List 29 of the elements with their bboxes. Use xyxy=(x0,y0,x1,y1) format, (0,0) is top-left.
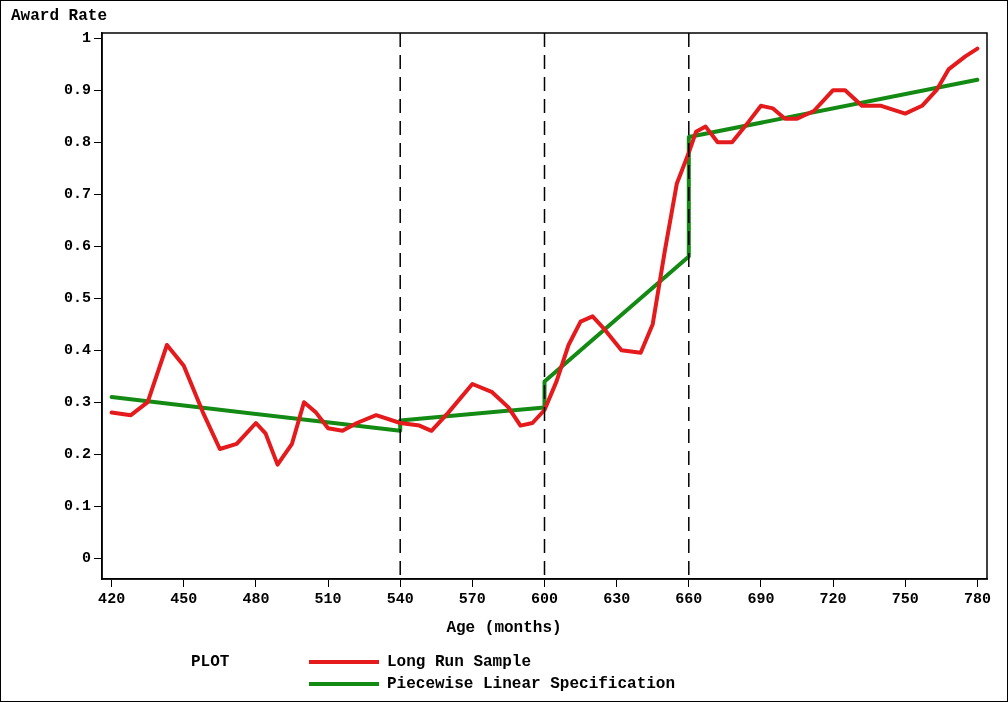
y-tick-label: 0.5 xyxy=(63,289,91,307)
x-tick-label: 630 xyxy=(603,590,631,608)
x-tick-label: 510 xyxy=(314,590,342,608)
x-tick-label: 750 xyxy=(891,590,919,608)
legend-label: Piecewise Linear Specification xyxy=(387,675,676,693)
x-axis-title: Age (months) xyxy=(445,619,563,637)
y-tick-label: 0.8 xyxy=(63,133,91,151)
y-tick-label: 0.3 xyxy=(63,393,91,411)
x-tick-label: 660 xyxy=(675,590,703,608)
x-tick-label: 480 xyxy=(242,590,270,608)
y-axis-title: Award Rate xyxy=(11,7,108,25)
y-tick-label: 1 xyxy=(81,29,91,47)
x-tick-label: 690 xyxy=(747,590,775,608)
legend-label: Long Run Sample xyxy=(387,653,532,671)
x-tick-label: 540 xyxy=(386,590,414,608)
y-tick-label: 0.4 xyxy=(63,341,91,359)
x-tick-label: 600 xyxy=(530,590,559,608)
y-tick-label: 0 xyxy=(81,549,91,567)
y-tick-label: 0.7 xyxy=(63,185,91,203)
x-tick-label: 420 xyxy=(98,590,126,608)
x-tick-label: 780 xyxy=(963,590,991,608)
y-tick-label: 0.2 xyxy=(63,445,91,463)
legend-title: PLOT xyxy=(191,653,230,671)
y-tick-label: 0.6 xyxy=(63,237,91,255)
x-tick-label: 570 xyxy=(458,590,486,608)
x-tick-label: 450 xyxy=(170,590,198,608)
x-tick-label: 720 xyxy=(819,590,847,608)
y-tick-label: 0.9 xyxy=(63,81,91,99)
y-tick-label: 0.1 xyxy=(63,497,91,515)
